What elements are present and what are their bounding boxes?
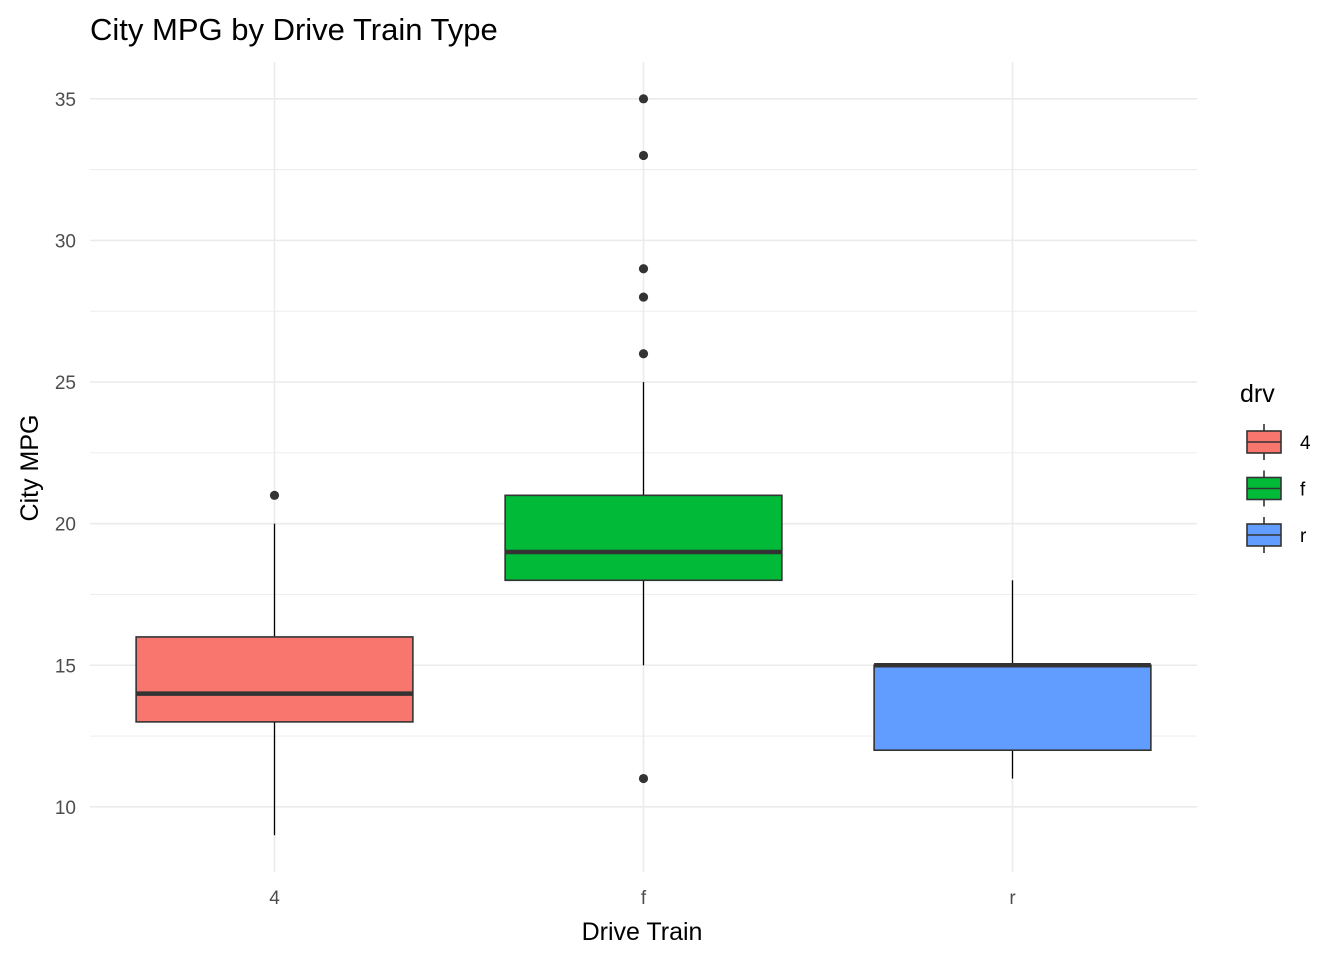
y-tick-labels: 10 15 20 25 30 35 xyxy=(55,90,76,819)
box-body xyxy=(135,636,414,723)
outlier-point xyxy=(638,94,649,104)
box-body xyxy=(873,664,1152,752)
y-axis-title: City MPG xyxy=(16,415,44,522)
outlier-point xyxy=(638,349,649,359)
x-tick-label: f xyxy=(641,888,647,909)
legend-title: drv xyxy=(1240,380,1275,408)
box-4 xyxy=(135,490,414,836)
x-axis-title: Drive Train xyxy=(582,918,703,946)
box-f xyxy=(504,94,783,784)
y-tick-label: 15 xyxy=(55,656,76,677)
outlier-point xyxy=(638,264,649,274)
box-body xyxy=(504,494,783,582)
y-tick-label: 30 xyxy=(55,231,76,252)
y-tick-label: 20 xyxy=(55,515,76,536)
legend-label: r xyxy=(1300,526,1307,547)
chart-title: City MPG by Drive Train Type xyxy=(90,12,498,47)
legend-item-f: f xyxy=(1246,470,1306,507)
outlier-point xyxy=(638,292,649,302)
legend: drv 4 f r xyxy=(1240,380,1311,553)
legend-item-r: r xyxy=(1246,517,1307,553)
legend-label: 4 xyxy=(1300,433,1311,454)
x-tick-labels: 4 f r xyxy=(269,888,1016,909)
boxes xyxy=(135,94,1152,836)
outlier-point xyxy=(638,773,649,784)
x-tick-label: 4 xyxy=(269,888,280,909)
outlier-point xyxy=(638,150,649,161)
y-tick-label: 10 xyxy=(55,798,76,819)
legend-label: f xyxy=(1300,480,1306,501)
legend-item-4: 4 xyxy=(1246,424,1311,460)
y-tick-label: 25 xyxy=(55,373,76,394)
y-tick-label: 35 xyxy=(55,90,76,111)
outlier-point xyxy=(269,490,280,500)
x-tick-label: r xyxy=(1009,888,1016,909)
box-r xyxy=(873,580,1152,779)
